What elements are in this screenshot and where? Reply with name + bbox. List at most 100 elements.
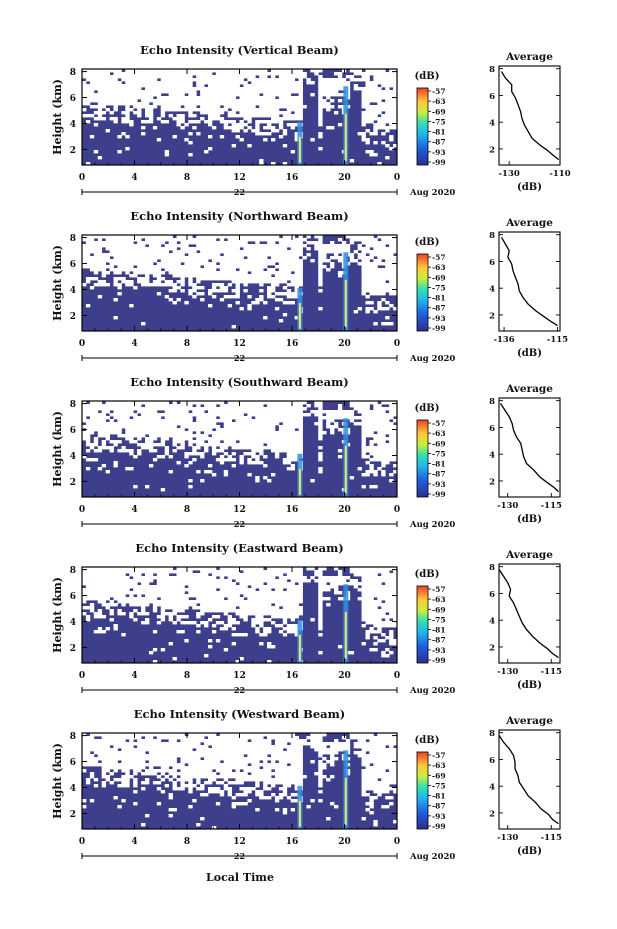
no-echo-cell <box>373 410 378 414</box>
no-echo-cell <box>223 609 229 613</box>
no-echo-cell <box>282 609 288 613</box>
no-echo-cell <box>231 464 236 468</box>
no-echo-cell <box>235 283 240 287</box>
no-echo-cell <box>93 262 99 266</box>
no-echo-cell <box>188 594 193 598</box>
no-echo-cell <box>278 401 284 405</box>
no-echo-cell <box>235 244 240 248</box>
no-echo-cell <box>314 422 319 426</box>
no-echo-cell <box>286 410 292 414</box>
no-echo-cell <box>259 132 264 136</box>
no-echo-cell <box>231 144 236 148</box>
no-echo-cell <box>200 588 205 592</box>
no-echo-cell <box>290 283 296 287</box>
no-echo-cell <box>125 570 130 574</box>
no-echo-cell <box>377 96 382 100</box>
no-echo-cell <box>278 446 284 450</box>
no-echo-cell <box>117 256 122 260</box>
no-echo-cell <box>231 425 236 429</box>
no-echo-cell <box>156 588 162 592</box>
no-echo-cell <box>227 570 233 574</box>
no-echo-cell <box>373 473 378 477</box>
no-echo-cell <box>330 413 335 417</box>
no-echo-cell <box>341 410 347 414</box>
no-echo-cell <box>184 600 189 604</box>
no-echo-cell <box>168 567 173 571</box>
no-echo-cell <box>290 96 296 100</box>
no-echo-cell <box>361 600 366 604</box>
no-echo-cell <box>188 274 193 278</box>
no-echo-cell <box>334 247 339 251</box>
no-echo-cell <box>97 573 103 577</box>
no-echo-cell <box>373 434 378 438</box>
no-echo-cell <box>239 277 244 281</box>
no-echo-cell <box>243 93 248 97</box>
no-echo-cell <box>105 244 110 248</box>
no-echo-cell <box>196 431 201 435</box>
no-echo-cell <box>294 84 299 88</box>
storm-echo-core <box>298 136 301 163</box>
no-echo-cell <box>365 150 370 154</box>
no-echo-cell <box>93 117 99 121</box>
no-echo-cell <box>290 84 296 88</box>
no-echo-cell <box>85 235 91 239</box>
no-echo-cell <box>176 120 181 124</box>
no-echo-cell <box>125 87 130 91</box>
no-echo-cell <box>337 84 343 88</box>
no-echo-cell <box>188 567 193 571</box>
no-echo-cell <box>208 268 213 272</box>
no-echo-cell <box>298 247 303 251</box>
no-echo-cell <box>298 440 303 444</box>
no-echo-cell <box>97 93 103 97</box>
no-echo-cell <box>322 81 327 85</box>
no-echo-cell <box>160 78 166 82</box>
no-echo-cell <box>219 135 225 139</box>
no-echo-cell <box>160 591 166 595</box>
no-echo-cell <box>85 585 91 589</box>
no-echo-cell <box>239 585 244 589</box>
no-echo-cell <box>219 250 225 254</box>
no-echo-cell <box>82 256 87 260</box>
no-echo-cell <box>247 597 252 601</box>
no-echo-cell <box>156 407 162 411</box>
no-echo-cell <box>82 99 87 103</box>
no-echo-cell <box>125 105 130 109</box>
no-echo-cell <box>184 639 189 643</box>
no-echo-cell <box>160 84 166 88</box>
no-echo-cell <box>215 570 221 574</box>
no-echo-cell <box>377 452 382 456</box>
no-echo-cell <box>263 114 268 118</box>
no-echo-cell <box>125 422 130 426</box>
no-echo-cell <box>101 425 107 429</box>
no-echo-cell <box>251 96 256 100</box>
no-echo-cell <box>172 90 177 94</box>
no-echo-cell <box>208 407 213 411</box>
no-echo-cell <box>294 81 299 85</box>
no-echo-cell <box>290 301 296 305</box>
no-echo-cell <box>148 78 154 82</box>
no-echo-cell <box>125 268 130 272</box>
no-echo-cell <box>113 78 118 82</box>
no-echo-cell <box>267 434 272 438</box>
profile-line <box>500 71 560 161</box>
no-echo-cell <box>294 241 299 245</box>
no-echo-cell <box>369 428 374 432</box>
no-echo-cell <box>152 78 158 82</box>
no-echo-cell <box>235 256 240 260</box>
colorbar-tick-label: -81 <box>432 128 446 137</box>
no-echo-cell <box>105 93 110 97</box>
no-echo-cell <box>89 431 95 435</box>
no-echo-cell <box>215 458 221 462</box>
no-echo-cell <box>219 117 225 121</box>
x-tick-label: 20 <box>338 173 351 183</box>
no-echo-cell <box>385 437 390 441</box>
no-echo-cell <box>172 443 177 447</box>
no-echo-cell <box>223 612 229 616</box>
no-echo-cell <box>105 90 110 94</box>
no-echo-cell <box>85 93 91 97</box>
no-echo-cell <box>101 96 107 100</box>
no-echo-cell <box>385 265 390 269</box>
no-echo-cell <box>137 90 142 94</box>
no-echo-cell <box>290 624 296 628</box>
no-echo-cell <box>259 446 264 450</box>
